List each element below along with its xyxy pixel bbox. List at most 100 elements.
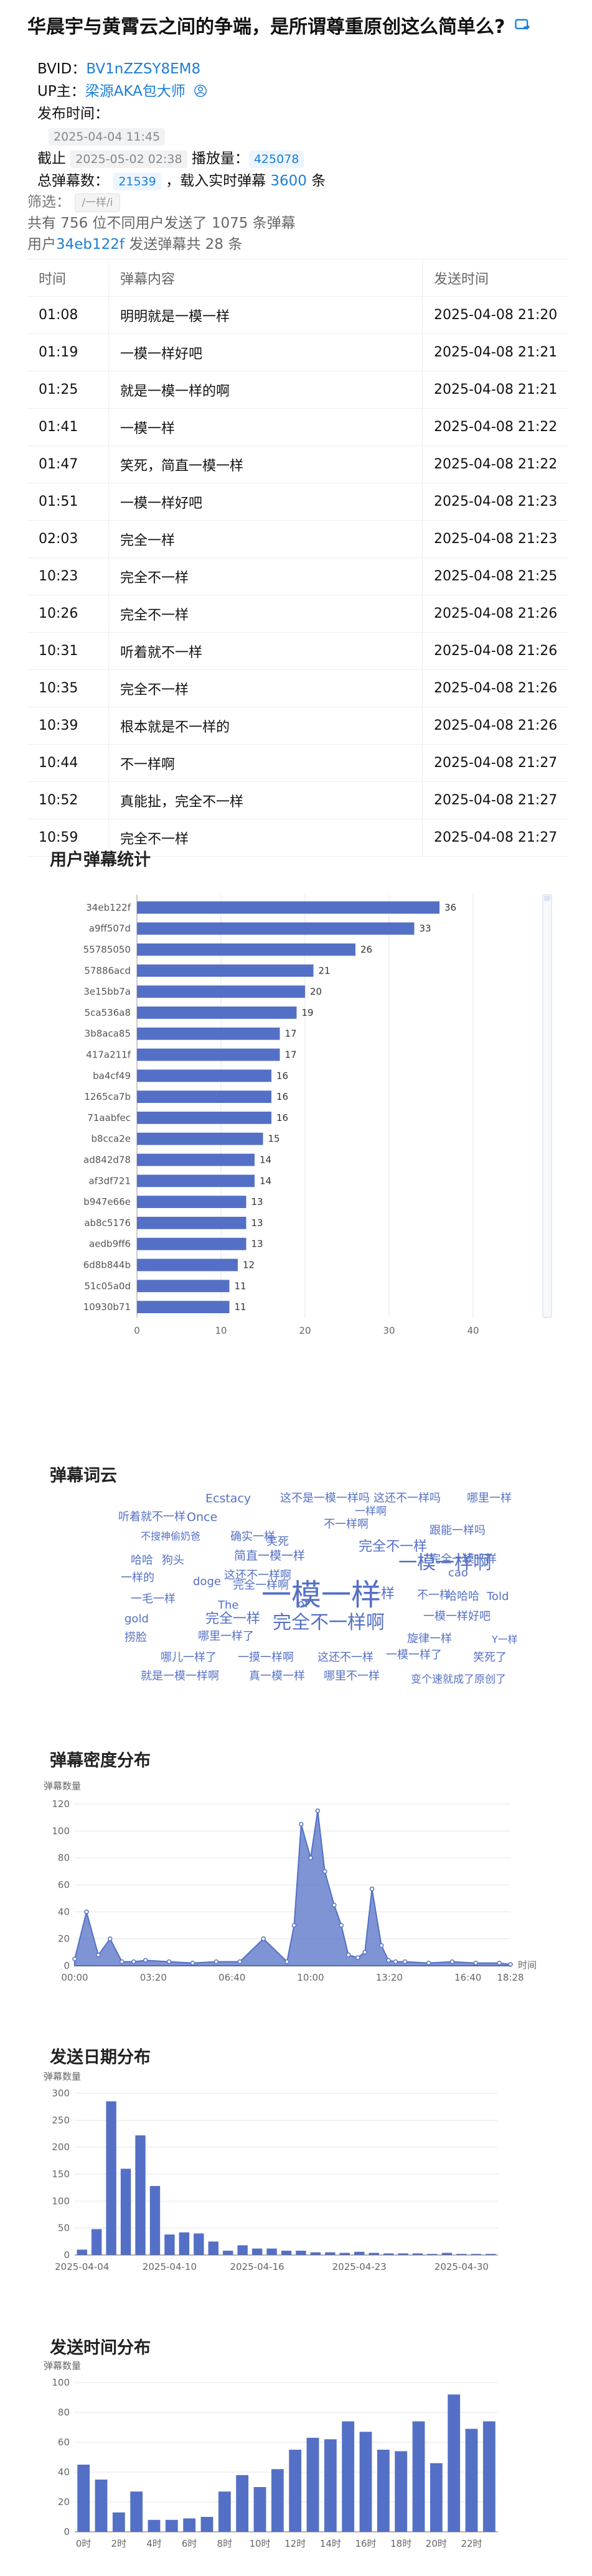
filter-input[interactable]: /一样/i xyxy=(75,193,120,212)
y-tick-label: ab8c5176 xyxy=(84,1217,131,1229)
table-row[interactable]: 01:19 一模一样好吧 2025-04-08 21:21 xyxy=(27,334,569,371)
table-row[interactable]: 01:25 就是一模一样的啊 2025-04-08 21:21 xyxy=(27,371,569,409)
bar xyxy=(137,1048,280,1061)
data-label: 13 xyxy=(251,1239,263,1250)
cloud-word: 一样啊 xyxy=(355,1505,387,1518)
cell-send-time: 2025-04-08 21:23 xyxy=(422,521,569,557)
bar xyxy=(112,2512,125,2532)
cell-content: 根本就是不一样的 xyxy=(108,707,422,744)
up-row: UP主：梁源AKA包大师 xyxy=(37,82,207,101)
cell-content: 一模一样 xyxy=(108,409,422,445)
header-content[interactable]: 弹幕内容 xyxy=(108,259,422,296)
table-row[interactable]: 10:52 真能扯，完全不一样 2025-04-08 21:27 xyxy=(27,782,569,819)
cloud-word: 哪里一样了 xyxy=(198,1630,254,1643)
data-label: 15 xyxy=(268,1133,280,1145)
y-tick-label: 100 xyxy=(52,2195,70,2206)
data-label: 21 xyxy=(319,965,331,976)
table-row[interactable]: 02:03 完全一样 2025-04-08 21:23 xyxy=(27,521,569,558)
bar xyxy=(137,1217,247,1229)
cell-send-time: 2025-04-08 21:27 xyxy=(422,745,569,781)
cloud-word: 笑死了 xyxy=(473,1651,507,1664)
data-label: 33 xyxy=(420,923,431,934)
cell-time: 01:08 xyxy=(39,307,78,323)
cloud-word: 完全不一样 xyxy=(359,1539,428,1555)
user-id-link[interactable]: 34eb122f xyxy=(56,236,125,253)
data-point xyxy=(131,1959,136,1965)
x-tick-label: 2时 xyxy=(111,2538,127,2549)
x-tick-label: 20 xyxy=(299,1325,311,1336)
data-point xyxy=(108,1936,113,1941)
table-row[interactable]: 01:51 一模一样好吧 2025-04-08 21:23 xyxy=(27,483,569,521)
bar xyxy=(448,2394,461,2532)
cell-content: 完全一样 xyxy=(108,521,422,557)
up-name-link[interactable]: 梁源AKA包大师 xyxy=(85,83,186,100)
bar xyxy=(200,2517,214,2532)
bar xyxy=(137,922,415,935)
cell-send-time: 2025-04-08 21:26 xyxy=(422,595,569,632)
user-summary: 用户34eb122f 发送弹幕共 28 条 xyxy=(27,235,242,254)
cloud-word: 狗头 xyxy=(162,1554,184,1567)
external-link-icon[interactable] xyxy=(514,14,531,42)
data-point xyxy=(386,1958,391,1963)
cell-send-time: 2025-04-08 21:27 xyxy=(422,782,569,819)
bar xyxy=(253,2487,266,2532)
filter-row: 筛选： /一样/i xyxy=(27,193,120,212)
header-time[interactable]: 时间 xyxy=(39,271,67,287)
bar xyxy=(137,1069,271,1082)
table-row[interactable]: 10:39 根本就是不一样的 2025-04-08 21:26 xyxy=(27,707,569,745)
y-tick-label: 51c05a0d xyxy=(84,1280,131,1291)
y-tick-label: 60 xyxy=(58,1879,70,1890)
cloud-word: 一摸一样啊 xyxy=(238,1651,294,1664)
section-title-date-dist: 发送日期分布 xyxy=(50,2048,151,2067)
x-tick-label: 16:40 xyxy=(454,1972,481,1983)
cloud-word: 不一样 xyxy=(417,1589,451,1602)
table-row[interactable]: 01:47 笑死，简直一模一样 2025-04-08 21:22 xyxy=(27,446,569,483)
y-tick-label: aedb9ff6 xyxy=(89,1239,131,1250)
table-row[interactable]: 01:08 明明就是一模一样 2025-04-08 21:20 xyxy=(27,297,569,334)
user-summary-suffix: 发送弹幕共 28 条 xyxy=(129,236,243,253)
x-tick-label: 2025-04-16 xyxy=(230,2261,284,2272)
table-row[interactable]: 10:59 完全不一样 2025-04-08 21:27 xyxy=(27,819,569,857)
table-row[interactable]: 10:31 听着就不一样 2025-04-08 21:26 xyxy=(27,633,569,670)
cell-time: 01:47 xyxy=(39,457,78,472)
cloud-word: 哈哈 xyxy=(131,1554,153,1567)
table-row[interactable]: 10:35 完全不一样 2025-04-08 21:26 xyxy=(27,670,569,707)
data-point xyxy=(143,1958,148,1963)
y-tick-label: 0 xyxy=(63,1960,70,1971)
table-row[interactable]: 10:26 完全不一样 2025-04-08 21:26 xyxy=(27,595,569,633)
data-point xyxy=(315,1808,321,1813)
cell-send-time: 2025-04-08 21:26 xyxy=(422,670,569,707)
table-row[interactable]: 10:23 完全不一样 2025-04-08 21:25 xyxy=(27,558,569,595)
cell-content: 真能扯，完全不一样 xyxy=(108,782,422,819)
bar xyxy=(137,901,439,914)
x-tick-label: 8时 xyxy=(217,2538,233,2549)
y-tick-label: 417a211f xyxy=(86,1049,131,1061)
header-send-time[interactable]: 发送时间 xyxy=(422,259,569,296)
x-tick-label: 2025-04-10 xyxy=(143,2261,197,2272)
cloud-word: 这还不一样啊 xyxy=(224,1569,291,1582)
cell-content: 完全不一样 xyxy=(108,595,422,632)
bvid-link[interactable]: BV1nZZSY8EM8 xyxy=(86,61,201,77)
bar xyxy=(395,2451,408,2532)
y-tick-label: 1265ca7b xyxy=(84,1091,131,1102)
bar xyxy=(223,2251,233,2255)
bar xyxy=(218,2491,231,2532)
bar xyxy=(289,2450,302,2532)
bar xyxy=(236,2475,249,2532)
data-point xyxy=(426,1960,431,1966)
cell-content: 就是一模一样的啊 xyxy=(108,371,422,408)
cell-send-time: 2025-04-08 21:26 xyxy=(422,707,569,744)
zoom-handle xyxy=(544,896,550,901)
table-row[interactable]: 01:41 一模一样 2025-04-08 21:22 xyxy=(27,409,569,446)
cloud-word: 就是一模一样啊 xyxy=(141,1670,219,1683)
y-tick-label: 3b8aca85 xyxy=(85,1028,131,1039)
x-tick-label: 13:20 xyxy=(376,1972,403,1983)
data-point xyxy=(284,1959,289,1965)
x-tick-label: 18时 xyxy=(390,2538,411,2549)
table-row[interactable]: 10:44 不一样啊 2025-04-08 21:27 xyxy=(27,745,569,782)
realtime-count-link[interactable]: 3600 xyxy=(270,173,307,189)
x-tick-label: 6时 xyxy=(182,2538,197,2549)
cell-send-time: 2025-04-08 21:22 xyxy=(422,446,569,483)
cloud-word: 一样 xyxy=(367,1586,395,1602)
cell-send-time: 2025-04-08 21:20 xyxy=(422,297,569,333)
